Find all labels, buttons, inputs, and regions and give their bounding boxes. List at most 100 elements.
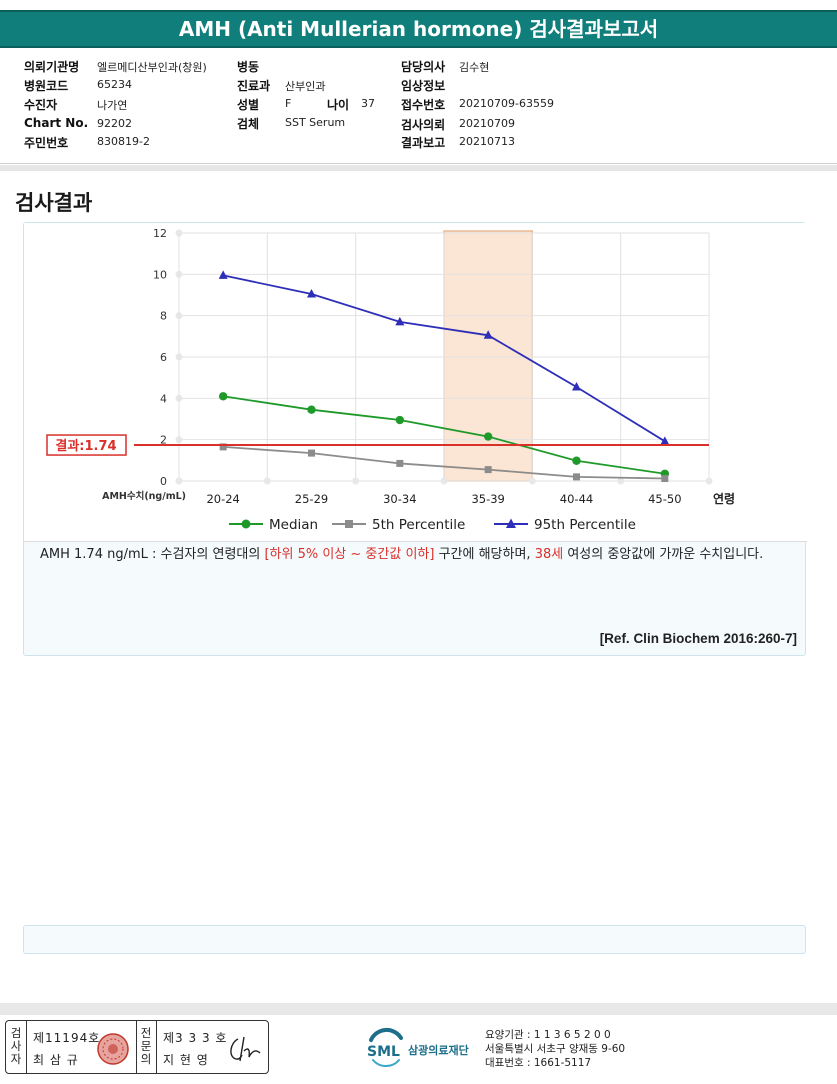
data-point bbox=[396, 459, 404, 467]
data-point bbox=[218, 392, 228, 401]
legend-label: 5th Percentile bbox=[372, 517, 465, 533]
y-tick-label: 8 bbox=[160, 310, 167, 323]
id-label: 주민번호 bbox=[24, 136, 69, 150]
y-tick-label: 12 bbox=[153, 227, 167, 240]
data-point bbox=[483, 432, 493, 441]
ward-label: 병동 bbox=[237, 60, 260, 74]
interpretation-part2: 구간에 해당하며, bbox=[434, 547, 535, 562]
x-tick-label: 30-34 bbox=[383, 492, 416, 506]
legend-label: 95th Percentile bbox=[534, 517, 636, 533]
org-info: 요양기관 : 1 1 3 6 5 2 0 0 서울특별시 서초구 양재동 9-6… bbox=[485, 1028, 625, 1070]
examiner-name: 최 삼 규 bbox=[33, 1053, 79, 1067]
specialist-name: 지 현 영 bbox=[163, 1053, 209, 1067]
doctor-label: 담당의사 bbox=[401, 60, 446, 74]
divider bbox=[136, 1021, 137, 1073]
data-point bbox=[395, 415, 405, 425]
interpretation-range: [하위 5% 이상 ~ 중간값 이하] bbox=[264, 547, 435, 562]
report-date-label: 결과보고 bbox=[401, 136, 446, 150]
interpretation-part3: 여성의 중앙값에 가까운 수치입니다. bbox=[563, 547, 764, 562]
sex-value: F bbox=[285, 97, 292, 110]
signature-icon bbox=[230, 1036, 261, 1062]
id-value: 830819-2 bbox=[97, 135, 150, 148]
specimen-value: SST Serum bbox=[285, 116, 346, 129]
x-tick-dot bbox=[175, 477, 183, 485]
chart-area: 0 2 4 6 8 10 12 20-24 25-29 30-34 35-39 40-44 45-50 연… bbox=[24, 223, 807, 541]
specialist-license: 제3 3 3 호 bbox=[163, 1031, 228, 1045]
institution-value: 엘르메디산부인과(창원) bbox=[97, 61, 207, 74]
x-tick-label: 20-24 bbox=[206, 492, 239, 506]
footer-strip bbox=[0, 1003, 837, 1015]
department-label: 진료과 bbox=[237, 79, 271, 93]
x-tick-dot bbox=[440, 477, 448, 485]
hospital-code-label: 병원코드 bbox=[24, 79, 69, 93]
seal-stamp-icon bbox=[97, 1033, 129, 1065]
clinical-label: 임상정보 bbox=[401, 79, 446, 93]
org-phone: 대표번호 : 1661-5117 bbox=[485, 1057, 592, 1069]
section-title: 검사결과 bbox=[15, 191, 93, 215]
series-line-median bbox=[223, 395, 665, 475]
data-point bbox=[307, 405, 316, 414]
examiner-license: 제11194호 bbox=[33, 1031, 101, 1045]
result-panel: 0 2 4 6 8 10 12 20-24 25-29 30-34 35-39 40-44 45-50 연… bbox=[23, 222, 807, 656]
result-label: 결과:1.74 bbox=[55, 438, 116, 454]
legend-marker bbox=[241, 519, 251, 529]
data-point bbox=[661, 475, 669, 483]
divider bbox=[24, 541, 807, 542]
specimen-label: 검체 bbox=[237, 117, 260, 131]
report-date-value: 20210713 bbox=[459, 135, 515, 148]
department-value: 산부인과 bbox=[285, 80, 326, 93]
age-label: 나이 bbox=[327, 98, 350, 112]
patient-info-panel: 의뢰기관명 엘르메디산부인과(창원) 병동 담당의사 김수현 병원코드 6523… bbox=[0, 54, 837, 164]
interpretation-age: 38세 bbox=[534, 547, 564, 562]
y-tick-label: 4 bbox=[160, 392, 167, 405]
series-line-5th-percentile bbox=[223, 446, 665, 480]
y-tick-label: 10 bbox=[153, 268, 167, 281]
age-value: 37 bbox=[361, 97, 375, 110]
data-point bbox=[308, 449, 315, 457]
sex-label: 성별 bbox=[237, 98, 260, 112]
x-tick-label: 25-29 bbox=[295, 492, 328, 506]
x-tick-dot bbox=[263, 477, 271, 485]
report-title: AMH (Anti Mullerian hormone) 검사결과보고서 bbox=[0, 10, 837, 48]
chart-no-label: Chart No. bbox=[24, 116, 89, 130]
x-tick-label: 45-50 bbox=[648, 492, 681, 506]
data-point bbox=[573, 473, 580, 481]
y-unit-label: AMH수치(ng/mL) bbox=[102, 490, 186, 502]
interpretation-part1: AMH 1.74 ng/mL : 수검자의 연령대의 bbox=[40, 547, 265, 562]
care-number: 요양기관 : 1 1 3 6 5 2 0 0 bbox=[485, 1029, 611, 1041]
x-tick-dot bbox=[352, 477, 360, 485]
legend-label: Median bbox=[269, 517, 318, 533]
data-point bbox=[219, 443, 227, 451]
request-label: 검사의뢰 bbox=[401, 118, 446, 132]
y-tick-label: 6 bbox=[160, 351, 167, 364]
data-point bbox=[572, 456, 581, 465]
legend-marker bbox=[345, 520, 353, 528]
sml-logo-icon: SML bbox=[367, 1027, 403, 1067]
y-tick-label: 0 bbox=[160, 475, 167, 488]
divider bbox=[26, 1021, 27, 1073]
x-tick-dot bbox=[617, 477, 625, 485]
amh-chart: 0 2 4 6 8 10 12 20-24 25-29 30-34 35-39 40-44 45-50 연… bbox=[46, 227, 735, 533]
interpretation-text: AMH 1.74 ng/mL : 수검자의 연령대의 [하위 5% 이상 ~ 중… bbox=[40, 544, 800, 565]
x-tick-dot bbox=[705, 477, 713, 485]
y-tick-label: 2 bbox=[160, 434, 167, 447]
highlight-band bbox=[443, 230, 533, 482]
series-line-95th-percentile bbox=[222, 274, 666, 443]
x-axis-suffix: 연령 bbox=[713, 491, 735, 506]
divider-strip bbox=[0, 165, 837, 171]
request-value: 20210709 bbox=[459, 117, 515, 130]
data-point bbox=[484, 466, 492, 474]
data-point bbox=[395, 316, 405, 326]
sml-logo-text: SML bbox=[367, 1044, 400, 1060]
chart-no-value: 92202 bbox=[97, 117, 132, 130]
data-point bbox=[572, 381, 581, 391]
divider bbox=[156, 1021, 157, 1073]
receipt-label: 접수번호 bbox=[401, 98, 446, 112]
data-point bbox=[307, 288, 316, 298]
empty-panel bbox=[23, 925, 806, 954]
